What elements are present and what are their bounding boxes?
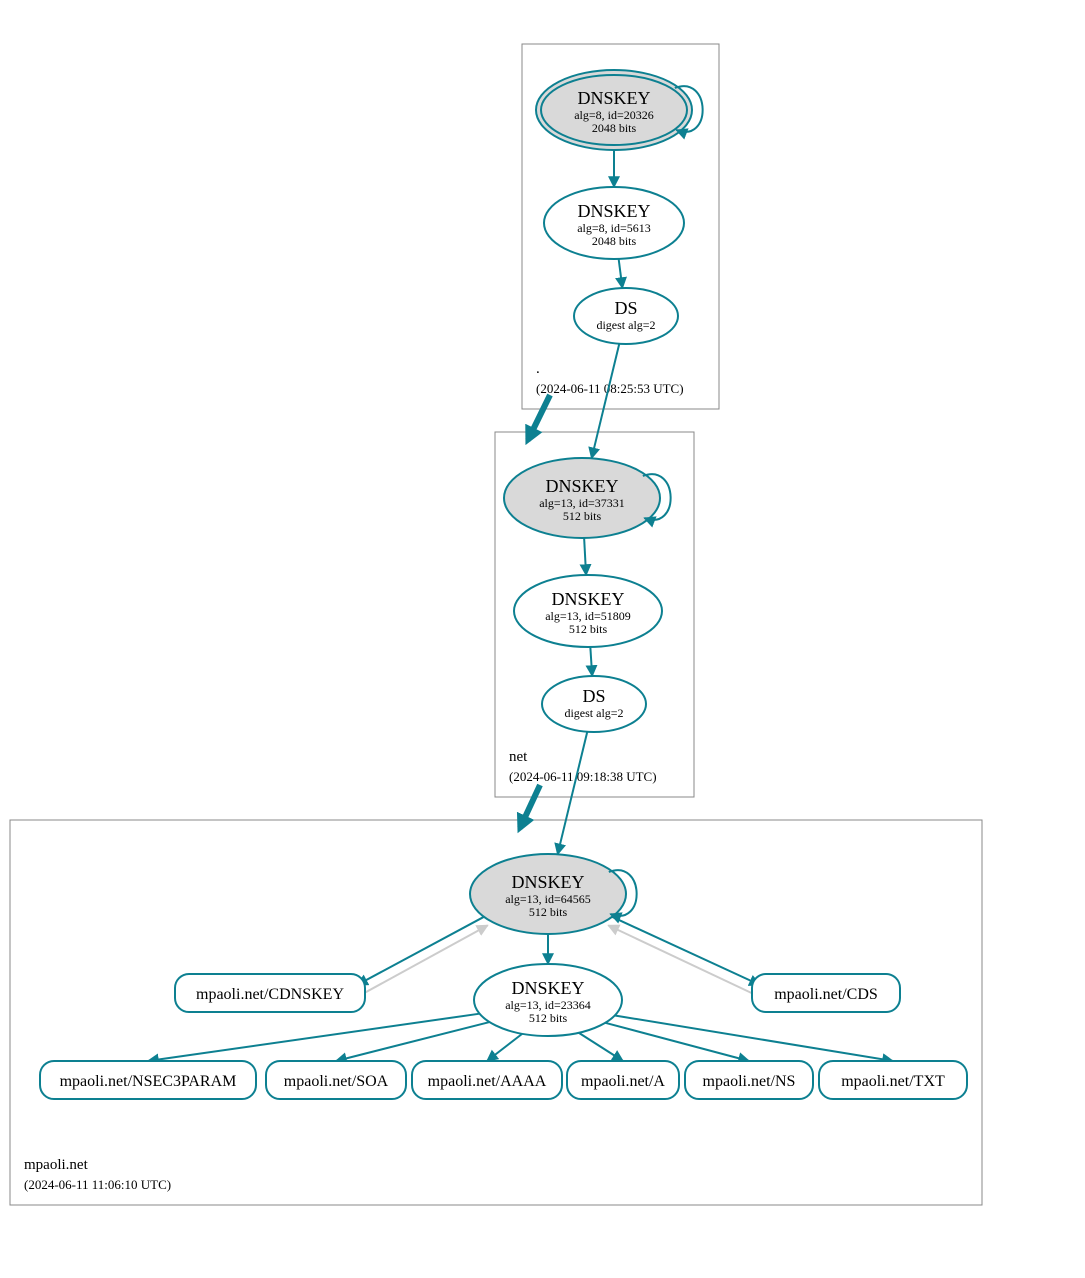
edge-root_ds-net_ksk [592, 344, 620, 459]
node-net_ds: DSdigest alg=2 [542, 676, 646, 732]
edge-zsk-a [579, 1033, 623, 1061]
node-title: DNSKEY [511, 872, 584, 892]
node-sub1: digest alg=2 [596, 318, 655, 332]
edge-ksk-cds [612, 917, 760, 985]
node-sub2: 2048 bits [592, 121, 637, 135]
edge-ksk-cdnskey [357, 917, 484, 985]
svg-text:mpaoli.net: mpaoli.net [24, 1157, 89, 1173]
edge-cds-ksk-back [608, 925, 760, 997]
leaf-cds: mpaoli.net/CDS [752, 974, 900, 1012]
node-sub1: alg=13, id=23364 [505, 998, 591, 1012]
svg-text:(2024-06-11 11:06:10 UTC): (2024-06-11 11:06:10 UTC) [24, 1177, 171, 1192]
edge-zsk-txt [615, 1015, 893, 1061]
node-title: DNSKEY [511, 978, 584, 998]
svg-text:(2024-06-11 09:18:38 UTC): (2024-06-11 09:18:38 UTC) [509, 769, 657, 784]
svg-text:mpaoli.net/CDNSKEY: mpaoli.net/CDNSKEY [196, 986, 344, 1003]
edge-zsk-aaaa [487, 1034, 522, 1061]
node-sub1: alg=13, id=51809 [545, 609, 631, 623]
node-dom_zsk: DNSKEYalg=13, id=23364512 bits [474, 964, 622, 1036]
svg-text:.: . [536, 361, 540, 377]
node-root_zsk: DNSKEYalg=8, id=56132048 bits [544, 187, 684, 259]
edge-net_zsk-net_ds [590, 647, 592, 676]
node-root_ksk: DNSKEYalg=8, id=203262048 bits [536, 70, 703, 150]
node-dom_ksk: DNSKEYalg=13, id=64565512 bits [470, 854, 637, 934]
node-sub1: alg=13, id=37331 [539, 496, 625, 510]
leaf-nsec3: mpaoli.net/NSEC3PARAM [40, 1061, 256, 1099]
node-sub1: alg=8, id=20326 [574, 108, 654, 122]
node-title: DNSKEY [577, 201, 650, 221]
svg-text:mpaoli.net/TXT: mpaoli.net/TXT [841, 1073, 945, 1090]
node-sub2: 512 bits [529, 905, 568, 919]
node-net_ksk: DNSKEYalg=13, id=37331512 bits [504, 458, 671, 538]
svg-text:mpaoli.net/A: mpaoli.net/A [581, 1073, 665, 1090]
leaf-ns: mpaoli.net/NS [685, 1061, 813, 1099]
node-sub1: alg=8, id=5613 [577, 221, 651, 235]
dnssec-diagram: .(2024-06-11 08:25:53 UTC)net(2024-06-11… [0, 0, 1085, 1278]
node-sub1: digest alg=2 [564, 706, 623, 720]
node-net_zsk: DNSKEYalg=13, id=51809512 bits [514, 575, 662, 647]
svg-text:mpaoli.net/SOA: mpaoli.net/SOA [284, 1073, 389, 1090]
node-sub2: 512 bits [529, 1011, 568, 1025]
svg-text:mpaoli.net/CDS: mpaoli.net/CDS [774, 986, 878, 1003]
edge-zsk-ns [605, 1023, 749, 1061]
leaf-a: mpaoli.net/A [567, 1061, 679, 1099]
zone-delegation-edge [520, 785, 540, 828]
node-sub2: 512 bits [563, 509, 602, 523]
edge-net_ds-dom_ksk [558, 732, 588, 855]
leaf-soa: mpaoli.net/SOA [266, 1061, 406, 1099]
edge-root_zsk-root_ds [619, 259, 623, 288]
svg-text:mpaoli.net/NS: mpaoli.net/NS [703, 1073, 796, 1090]
node-sub1: alg=13, id=64565 [505, 892, 591, 906]
node-title: DS [582, 686, 605, 706]
nodes: DNSKEYalg=8, id=203262048 bitsDNSKEYalg=… [40, 70, 967, 1099]
edge-cdnskey-ksk-back [357, 925, 488, 997]
node-title: DNSKEY [577, 88, 650, 108]
node-title: DNSKEY [545, 476, 618, 496]
svg-text:mpaoli.net/AAAA: mpaoli.net/AAAA [428, 1073, 547, 1090]
node-sub2: 2048 bits [592, 234, 637, 248]
leaf-aaaa: mpaoli.net/AAAA [412, 1061, 562, 1099]
zone-delegation-edge [528, 395, 550, 440]
svg-text:mpaoli.net/NSEC3PARAM: mpaoli.net/NSEC3PARAM [60, 1073, 237, 1090]
node-sub2: 512 bits [569, 622, 608, 636]
node-title: DS [614, 298, 637, 318]
svg-text:net: net [509, 749, 528, 765]
leaf-txt: mpaoli.net/TXT [819, 1061, 967, 1099]
leaf-cdnskey: mpaoli.net/CDNSKEY [175, 974, 365, 1012]
edge-net_ksk-net_zsk [584, 538, 586, 575]
node-title: DNSKEY [551, 589, 624, 609]
node-root_ds: DSdigest alg=2 [574, 288, 678, 344]
edge-zsk-soa [336, 1022, 490, 1061]
